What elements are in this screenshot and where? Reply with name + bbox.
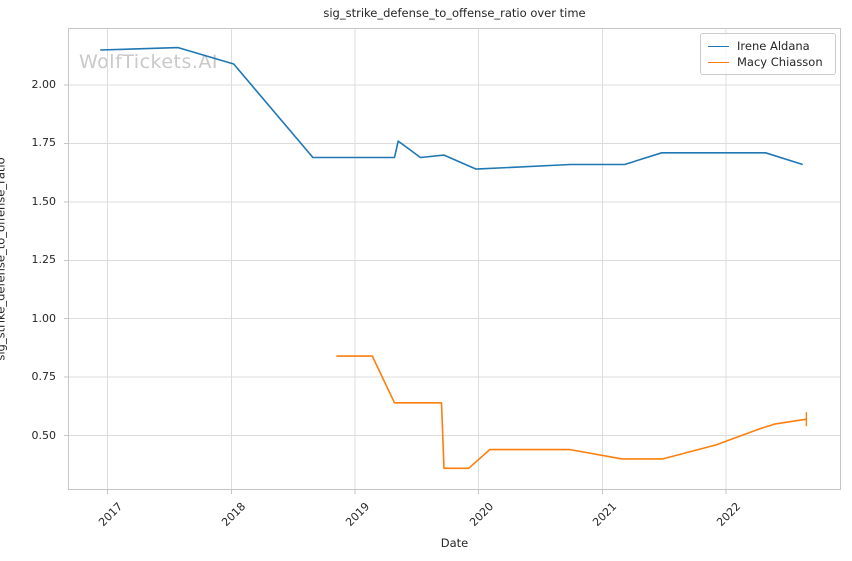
y-tick-label-0.75: 0.75 [31, 370, 57, 384]
legend-label-irene-aldana: Irene Aldana [737, 39, 810, 53]
chart-title: sig_strike_defense_to_offense_ratio over… [323, 6, 586, 20]
tick-marks [64, 84, 727, 494]
legend-swatch-irene-aldana [708, 45, 729, 47]
plot-border [68, 28, 841, 490]
legend: Irene Aldana Macy Chiasson [700, 33, 836, 75]
x-axis-label: Date [440, 536, 469, 550]
y-tick-label-1.25: 1.25 [31, 253, 57, 267]
watermark: WolfTickets.AI [79, 51, 219, 73]
y-tick-label-2.00: 2.00 [31, 78, 57, 92]
y-axis-label: sig_strike_defense_to_offense_ratio [0, 157, 8, 361]
series-line-macy-chiasson [336, 355, 807, 470]
legend-swatch-macy-chiasson [708, 61, 729, 63]
y-tick-label-1.00: 1.00 [31, 311, 57, 325]
legend-label-macy-chiasson: Macy Chiasson [737, 55, 823, 69]
y-tick-label-0.50: 0.50 [31, 428, 57, 442]
y-tick-label-1.75: 1.75 [31, 136, 57, 150]
legend-item-macy-chiasson: Macy Chiasson [708, 54, 828, 70]
legend-item-irene-aldana: Irene Aldana [708, 38, 828, 54]
y-tick-label-1.50: 1.50 [31, 194, 57, 208]
series-line-irene-aldana [100, 46, 803, 170]
gridlines [68, 28, 841, 490]
